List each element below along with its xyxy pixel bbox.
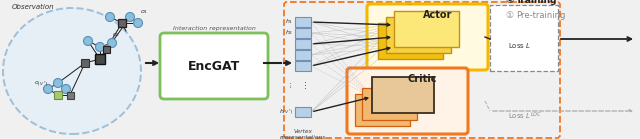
- FancyBboxPatch shape: [347, 68, 468, 134]
- Text: $h_{|V^*|}$: $h_{|V^*|}$: [278, 108, 293, 116]
- Text: Interaction representation: Interaction representation: [173, 26, 255, 31]
- Circle shape: [54, 79, 63, 87]
- Text: ①: ①: [505, 11, 513, 20]
- Text: Critic: Critic: [408, 74, 437, 84]
- Circle shape: [134, 18, 143, 28]
- Bar: [102, 45, 109, 53]
- Text: Actor: Actor: [423, 10, 452, 20]
- Bar: [295, 28, 311, 38]
- Text: $o_2$: $o_2$: [112, 31, 120, 39]
- Text: $o_1$: $o_1$: [140, 8, 148, 16]
- Bar: [81, 59, 89, 67]
- Circle shape: [106, 13, 115, 22]
- Bar: [295, 107, 311, 117]
- Text: ...: ...: [406, 0, 413, 6]
- Circle shape: [95, 43, 104, 52]
- Circle shape: [83, 37, 93, 45]
- Text: EncGAT: EncGAT: [188, 59, 240, 73]
- Circle shape: [44, 85, 52, 94]
- FancyBboxPatch shape: [367, 4, 488, 70]
- Text: Loss $\mathit{L}$: Loss $\mathit{L}$: [508, 41, 531, 50]
- Text: ...: ...: [284, 80, 293, 88]
- Text: Observation: Observation: [12, 4, 54, 10]
- Text: Loss $L^{LOC}$: Loss $L^{LOC}$: [508, 110, 542, 121]
- Bar: [118, 19, 126, 27]
- Text: Training: Training: [516, 0, 557, 5]
- Circle shape: [125, 13, 134, 22]
- Bar: [355, 94, 410, 126]
- FancyBboxPatch shape: [160, 33, 268, 99]
- Bar: [95, 54, 105, 64]
- Circle shape: [108, 39, 116, 48]
- Bar: [295, 39, 311, 49]
- Text: ...: ...: [298, 80, 308, 89]
- Bar: [54, 91, 62, 99]
- Circle shape: [61, 85, 70, 94]
- Bar: [295, 50, 311, 60]
- Bar: [67, 91, 74, 99]
- Text: Pre-training: Pre-training: [516, 11, 565, 20]
- Bar: [386, 17, 451, 53]
- Bar: [378, 23, 443, 59]
- Text: $o_{|V^*|}$: $o_{|V^*|}$: [34, 79, 48, 88]
- Text: $h_2$: $h_2$: [285, 28, 293, 37]
- Bar: [295, 61, 311, 71]
- Bar: [295, 17, 311, 27]
- Ellipse shape: [3, 8, 141, 134]
- Bar: [394, 11, 459, 47]
- Bar: [362, 88, 417, 120]
- Bar: [372, 77, 434, 113]
- Text: $h_1$: $h_1$: [285, 18, 293, 26]
- Text: Vertex
representations: Vertex representations: [280, 129, 326, 139]
- Text: ②: ②: [505, 0, 513, 5]
- Bar: [490, 5, 558, 71]
